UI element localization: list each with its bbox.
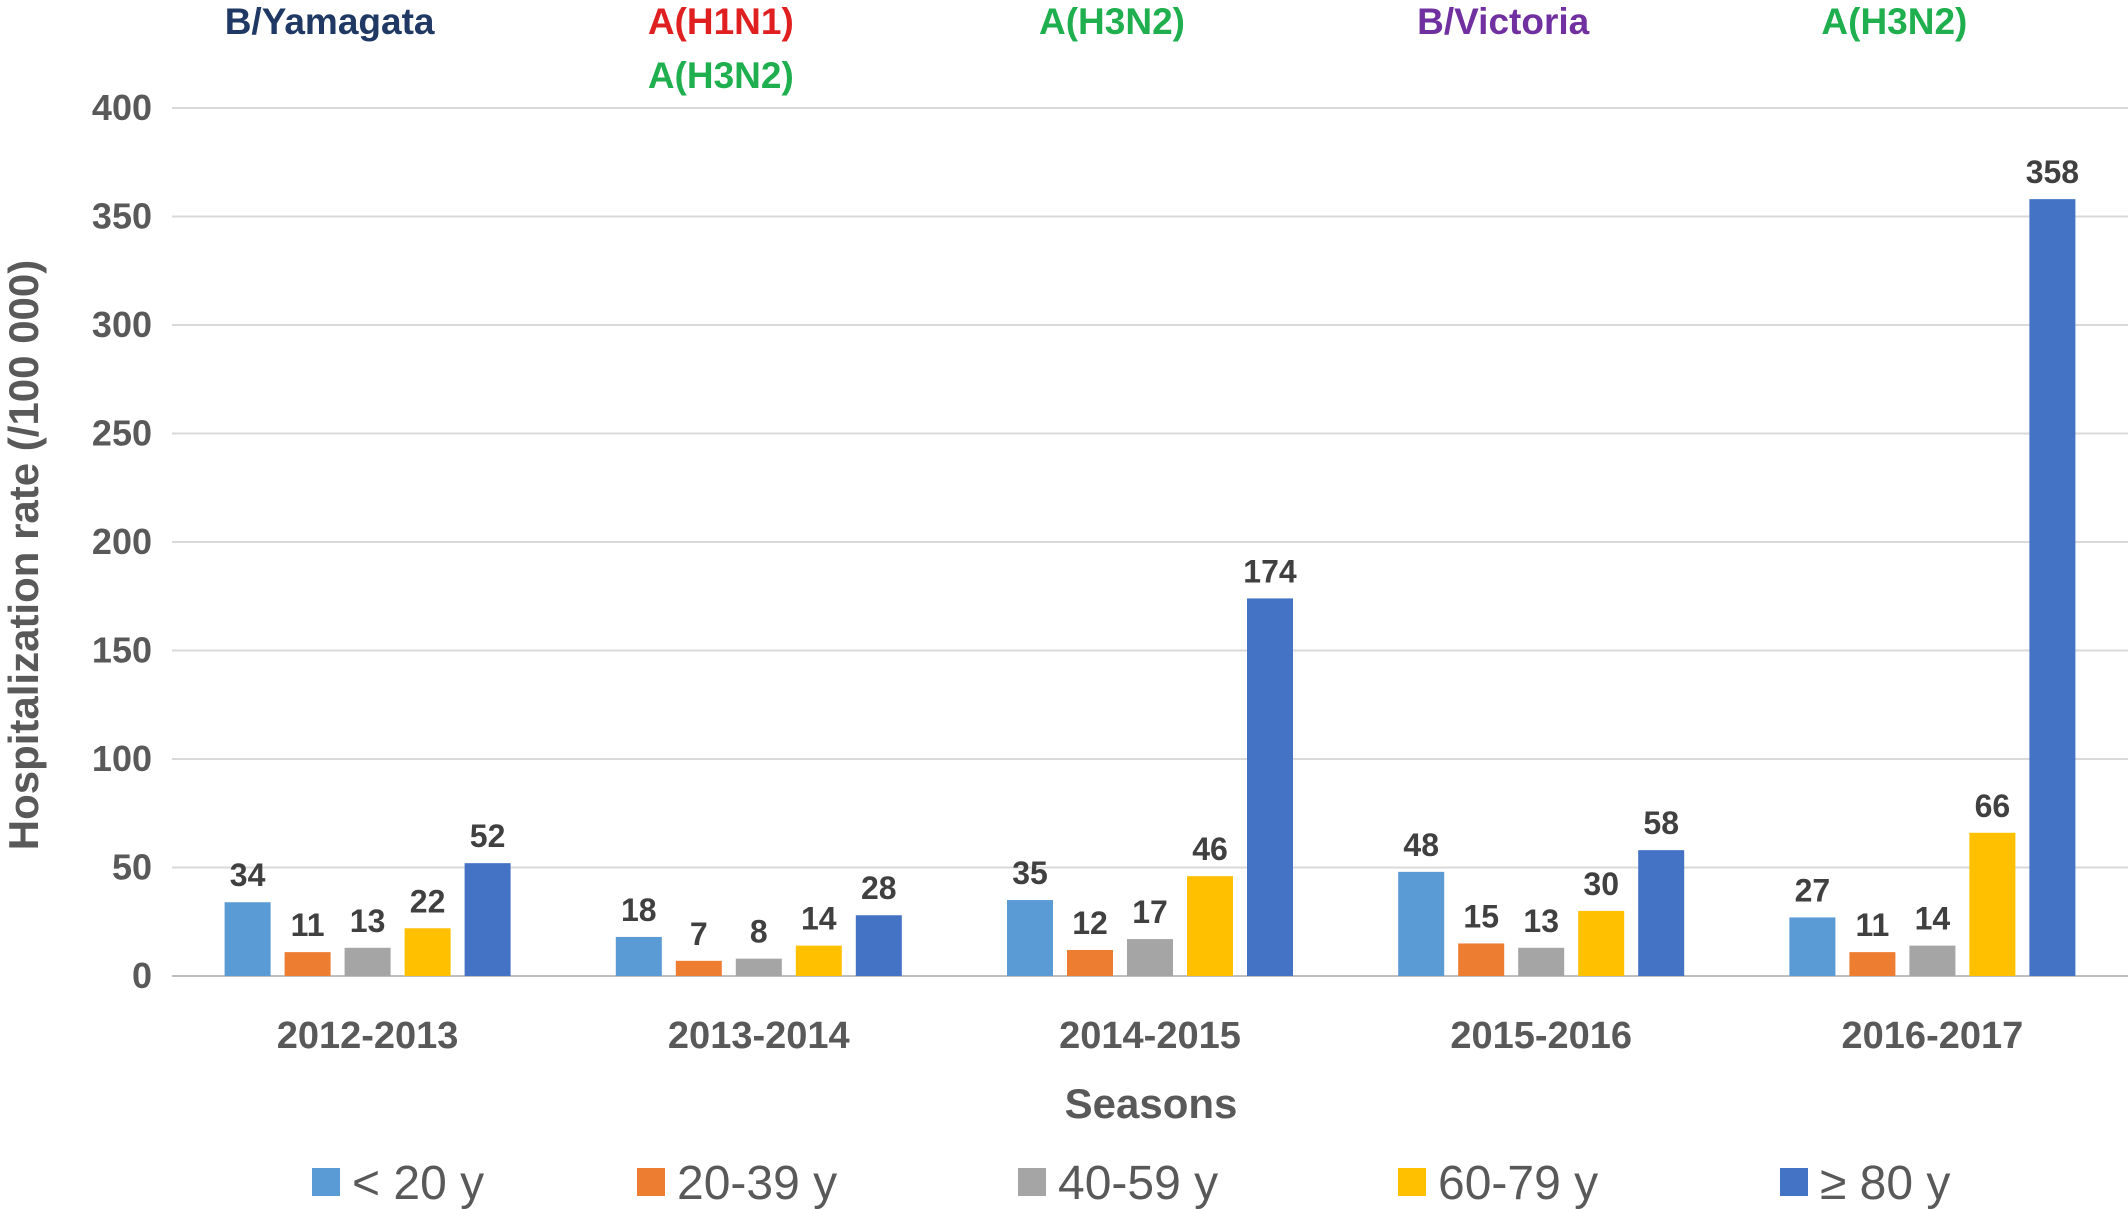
bar xyxy=(284,952,331,976)
data-label: 58 xyxy=(1643,805,1679,841)
bar xyxy=(795,945,842,976)
bar xyxy=(1127,939,1173,976)
legend-label: 60-79 y xyxy=(1438,1157,1598,1209)
x-tick-label: 2016-2017 xyxy=(1842,1015,2024,1057)
legend: < 20 y 20-39 y 40-59 y 60-79 y ≥ 80 y xyxy=(312,1157,1950,1209)
data-label: 28 xyxy=(861,870,897,906)
y-tick-label: 300 xyxy=(92,304,152,345)
data-label: 17 xyxy=(1132,894,1168,930)
legend-label: < 20 y xyxy=(352,1157,484,1209)
data-label: 12 xyxy=(1072,905,1108,941)
data-label: 66 xyxy=(1975,788,2011,824)
data-label: 18 xyxy=(621,892,657,928)
data-label: 8 xyxy=(750,914,768,950)
bar xyxy=(1849,952,1896,976)
y-tick-label: 200 xyxy=(92,521,152,562)
y-tick-label: 50 xyxy=(112,847,152,888)
data-label: 15 xyxy=(1463,898,1499,934)
bar xyxy=(1007,900,1053,976)
data-label: 358 xyxy=(2026,154,2079,190)
data-labels: 34 11 13 22 52 18 7 8 14 28 35 12 17 46 174 48 15 13 30 58 2… xyxy=(230,154,2079,952)
x-tick-label: 2013-2014 xyxy=(668,1015,850,1057)
data-label: 13 xyxy=(350,903,386,939)
bar xyxy=(855,915,902,976)
bar xyxy=(615,936,662,976)
data-label: 14 xyxy=(801,901,837,937)
y-axis-title: Hospitalization rate (/100 000) xyxy=(0,260,47,851)
data-label: 27 xyxy=(1795,872,1831,908)
y-tick-label: 350 xyxy=(92,196,152,237)
y-axis-ticks: 0 50 100 150 200 250 300 350 400 xyxy=(92,87,152,996)
bar xyxy=(735,958,782,976)
y-tick-label: 400 xyxy=(92,87,152,128)
data-label: 34 xyxy=(230,857,266,893)
data-label: 52 xyxy=(470,818,506,854)
bar xyxy=(1578,910,1625,976)
legend-swatch xyxy=(1398,1168,1426,1196)
data-label: 7 xyxy=(690,916,708,952)
gridlines xyxy=(172,107,2128,977)
strain-label: A(H3N2) xyxy=(1039,1,1185,42)
bar xyxy=(224,902,271,976)
legend-swatch xyxy=(1018,1168,1046,1196)
data-label: 35 xyxy=(1012,855,1048,891)
bar xyxy=(1398,871,1445,976)
bars xyxy=(224,199,2076,976)
bar xyxy=(1067,949,1113,976)
legend-swatch xyxy=(1780,1168,1808,1196)
legend-label: ≥ 80 y xyxy=(1820,1157,1950,1209)
legend-label: 40-59 y xyxy=(1058,1157,1218,1209)
strain-label: A(H3N2) xyxy=(1821,1,1967,42)
data-label: 22 xyxy=(410,883,446,919)
strain-label: B/Victoria xyxy=(1417,1,1589,42)
x-tick-label: 2012-2013 xyxy=(277,1015,459,1057)
data-label: 11 xyxy=(1855,907,1889,943)
data-label: 14 xyxy=(1915,901,1951,937)
bar xyxy=(344,947,391,976)
strain-annotations: B/Yamagata A(H1N1) A(H3N2) A(H3N2) B/Victori… xyxy=(225,1,1968,96)
bar xyxy=(1458,943,1505,976)
strain-label: A(H3N2) xyxy=(648,55,794,96)
data-label: 48 xyxy=(1403,827,1439,863)
legend-swatch xyxy=(637,1168,665,1196)
data-label: 46 xyxy=(1192,831,1228,867)
data-label: 174 xyxy=(1243,553,1297,589)
bar xyxy=(2029,199,2076,976)
y-tick-label: 0 xyxy=(132,955,152,996)
bar xyxy=(1789,917,1836,976)
data-label: 30 xyxy=(1583,866,1619,902)
bar xyxy=(1969,832,2016,976)
strain-label: A(H1N1) xyxy=(648,1,794,42)
y-tick-label: 150 xyxy=(92,630,152,671)
bar xyxy=(1638,850,1685,976)
bar xyxy=(464,863,511,976)
bar xyxy=(1909,945,1956,976)
strain-label: B/Yamagata xyxy=(225,1,435,42)
y-tick-label: 100 xyxy=(92,738,152,779)
x-tick-label: 2014-2015 xyxy=(1059,1015,1241,1057)
y-tick-label: 250 xyxy=(92,413,152,454)
x-axis-ticks: 2012-2013 2013-2014 2014-2015 2015-2016 2016… xyxy=(277,1015,2024,1057)
legend-label: 20-39 y xyxy=(677,1157,837,1209)
x-tick-label: 2015-2016 xyxy=(1450,1015,1632,1057)
bar xyxy=(675,960,722,976)
data-label: 11 xyxy=(291,907,325,943)
legend-swatch xyxy=(312,1168,340,1196)
data-label: 13 xyxy=(1523,903,1559,939)
bar xyxy=(1247,598,1293,976)
bar xyxy=(1187,876,1233,976)
bar xyxy=(1518,947,1565,976)
x-axis-title: Seasons xyxy=(1065,1080,1238,1127)
bar xyxy=(404,928,451,976)
